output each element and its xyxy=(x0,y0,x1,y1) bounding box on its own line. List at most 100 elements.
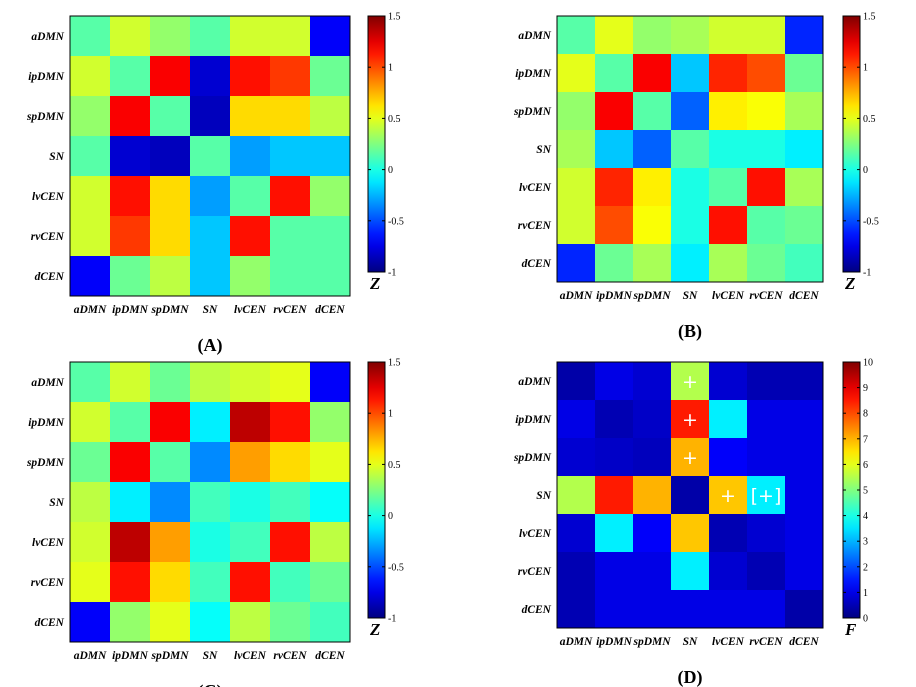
column-label: aDMN xyxy=(560,290,593,302)
heatmap-cell-ipDMN-ipDMN xyxy=(110,402,151,443)
significance-marker: + xyxy=(682,371,698,393)
heatmap-cell-SN-rvCEN xyxy=(270,136,311,177)
heatmap-cell-dCEN-lvCEN xyxy=(709,590,748,629)
row-label: SN xyxy=(49,497,64,509)
heatmap-cell-lvCEN-rvCEN xyxy=(747,168,786,207)
heatmap-cell-lvCEN-SN xyxy=(190,522,231,563)
heatmap-cell-SN-lvCEN xyxy=(709,130,748,169)
row-label: aDMN xyxy=(518,30,551,42)
heatmap-cell-spDMN-aDMN xyxy=(557,438,596,477)
heatmap-cell-ipDMN-dCEN xyxy=(310,56,351,97)
heatmap-cell-ipDMN-SN xyxy=(190,402,231,443)
heatmap-cell-rvCEN-dCEN xyxy=(785,552,824,591)
heatmap-cell-aDMN-dCEN xyxy=(310,362,351,403)
heatmap-cell-aDMN-spDMN xyxy=(633,16,672,55)
column-label: SN xyxy=(683,290,698,302)
heatmap-cell-rvCEN-SN xyxy=(671,552,710,591)
heatmap-cell-dCEN-dCEN xyxy=(310,602,351,643)
heatmap-cell-SN-dCEN xyxy=(785,130,824,169)
heatmap-cell-aDMN-dCEN xyxy=(310,16,351,57)
row-label: spDMN xyxy=(513,106,552,118)
heatmap-cell-SN-ipDMN xyxy=(595,130,634,169)
heatmap-cell-SN-ipDMN xyxy=(595,476,634,515)
heatmap-cell-ipDMN-lvCEN xyxy=(709,400,748,439)
heatmap-cell-dCEN-spDMN xyxy=(633,244,672,283)
significance-marker: [+] xyxy=(751,485,782,507)
heatmap-cell-spDMN-spDMN xyxy=(633,438,672,477)
heatmap-cell-lvCEN-lvCEN xyxy=(709,168,748,207)
heatmap-cell-aDMN-lvCEN xyxy=(709,16,748,55)
heatmap-cell-dCEN-ipDMN xyxy=(110,602,151,643)
heatmap-cell-SN-aDMN xyxy=(70,136,111,177)
heatmap-cell-dCEN-dCEN xyxy=(310,256,351,297)
heatmap-cell-rvCEN-SN xyxy=(190,562,231,603)
column-label: lvCEN xyxy=(712,636,745,648)
heatmap-cell-SN-SN xyxy=(190,482,231,523)
heatmap-cell-dCEN-rvCEN xyxy=(270,256,311,297)
heatmap-cell-lvCEN-lvCEN xyxy=(230,176,271,217)
row-label: spDMN xyxy=(26,111,65,123)
heatmap-cell-ipDMN-spDMN xyxy=(633,54,672,93)
heatmap-cell-dCEN-SN xyxy=(671,244,710,283)
heatmap-cell-lvCEN-ipDMN xyxy=(595,168,634,207)
colorbar-tick-label: 0.5 xyxy=(863,114,876,125)
row-label: dCEN xyxy=(522,258,552,270)
heatmap-cell-dCEN-ipDMN xyxy=(595,244,634,283)
heatmap-cell-ipDMN-ipDMN xyxy=(595,400,634,439)
heatmap-cell-dCEN-rvCEN xyxy=(747,244,786,283)
heatmap-cell-spDMN-dCEN xyxy=(310,442,351,483)
heatmap-cell-dCEN-spDMN xyxy=(150,602,191,643)
heatmap-cell-SN-ipDMN xyxy=(110,136,151,177)
row-label: SN xyxy=(536,144,551,156)
heatmap-cell-ipDMN-lvCEN xyxy=(709,54,748,93)
heatmap-cell-dCEN-SN xyxy=(190,256,231,297)
heatmap-cell-lvCEN-aDMN xyxy=(70,176,111,217)
heatmap-cell-SN-SN xyxy=(671,130,710,169)
row-label: lvCEN xyxy=(32,537,65,549)
colorbar-tick-label: 3 xyxy=(863,537,868,548)
column-label: aDMN xyxy=(74,650,107,662)
heatmap-cell-spDMN-SN xyxy=(671,92,710,131)
panel-label: (D) xyxy=(678,667,703,687)
colorbar-tick-label: -0.5 xyxy=(863,216,879,227)
heatmap-cell-aDMN-aDMN xyxy=(70,362,111,403)
heatmap-cell-ipDMN-SN xyxy=(190,56,231,97)
heatmap-cell-lvCEN-aDMN xyxy=(70,522,111,563)
heatmap-cell-spDMN-rvCEN xyxy=(747,438,786,477)
heatmap-cell-rvCEN-rvCEN xyxy=(270,562,311,603)
column-label: ipDMN xyxy=(112,304,148,316)
heatmap-cell-lvCEN-spDMN xyxy=(633,168,672,207)
heatmap-cell-spDMN-spDMN xyxy=(150,96,191,137)
heatmap-cell-SN-aDMN xyxy=(557,476,596,515)
row-label: ipDMN xyxy=(515,414,551,426)
heatmap-cell-dCEN-SN xyxy=(190,602,231,643)
heatmap-cell-ipDMN-spDMN xyxy=(150,402,191,443)
heatmap-cell-lvCEN-lvCEN xyxy=(709,514,748,553)
column-label: ipDMN xyxy=(596,636,632,648)
row-label: spDMN xyxy=(513,452,552,464)
heatmap-cell-rvCEN-rvCEN xyxy=(747,552,786,591)
heatmap-cell-rvCEN-lvCEN xyxy=(709,552,748,591)
heatmap-cell-rvCEN-rvCEN xyxy=(270,216,311,257)
column-label: rvCEN xyxy=(749,290,783,302)
colorbar-tick-label: 6 xyxy=(863,460,868,471)
heatmap-cell-rvCEN-spDMN xyxy=(633,206,672,245)
heatmap-cell-ipDMN-dCEN xyxy=(310,402,351,443)
heatmap-frame xyxy=(556,361,824,629)
colorbar-tick-label: 0 xyxy=(388,511,393,522)
heatmap-cell-aDMN-SN xyxy=(190,362,231,403)
colorbar-tick-label: -1 xyxy=(863,268,871,279)
heatmap-cell-rvCEN-lvCEN xyxy=(230,562,271,603)
colorbar-tick-label: 1.5 xyxy=(388,12,401,23)
row-label: lvCEN xyxy=(32,191,65,203)
significance-marker: + xyxy=(720,485,736,507)
row-label: dCEN xyxy=(35,617,65,629)
colorbar-tick-label: 5 xyxy=(863,486,868,497)
colorbar-tick-label: 0.5 xyxy=(388,114,401,125)
heatmap-cell-lvCEN-dCEN xyxy=(785,514,824,553)
colorbar-unit-label: F xyxy=(844,620,857,639)
heatmap-cell-aDMN-rvCEN xyxy=(270,362,311,403)
heatmap-cell-aDMN-rvCEN xyxy=(747,362,786,401)
heatmap-cell-rvCEN-rvCEN xyxy=(747,206,786,245)
